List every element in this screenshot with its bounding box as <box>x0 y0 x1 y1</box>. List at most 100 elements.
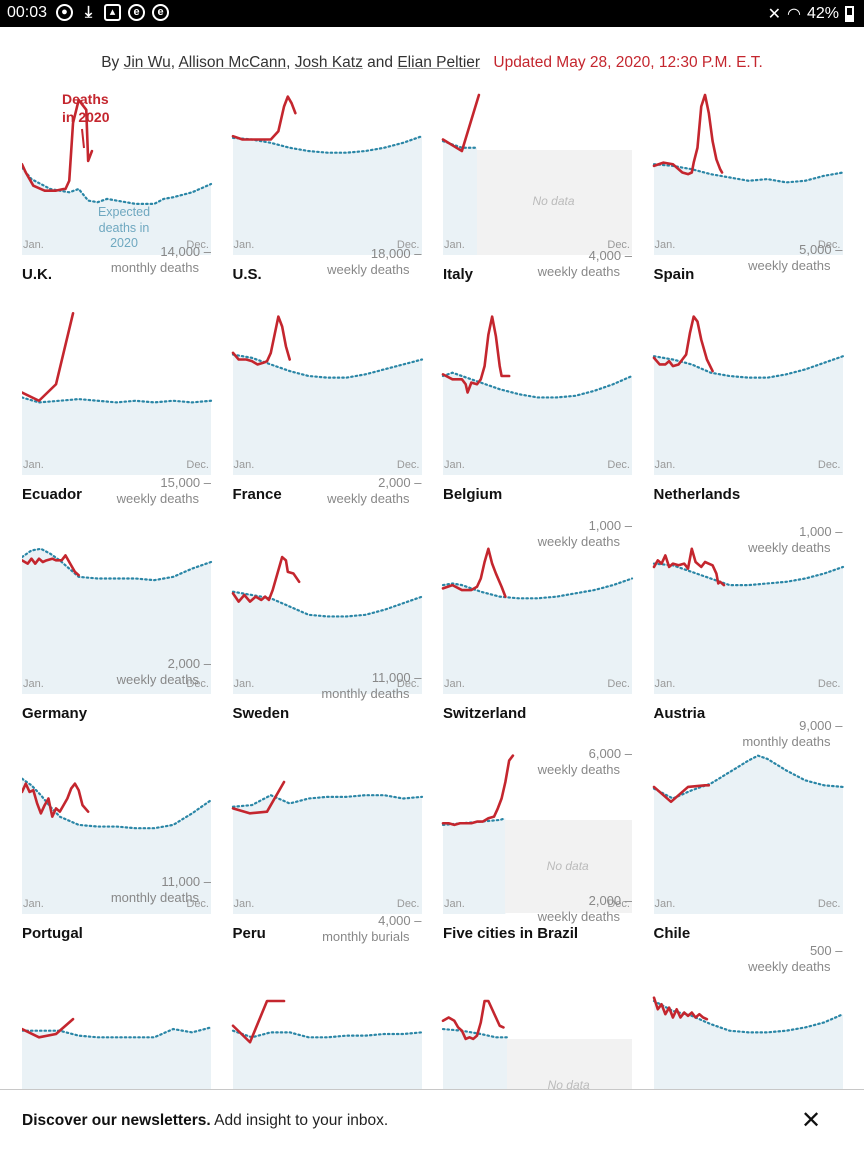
e-icon: e <box>152 4 169 21</box>
month-label-start: Jan. <box>233 239 255 251</box>
y-axis-value: 500 <box>810 943 843 958</box>
observed-line <box>231 95 297 141</box>
chart-svg <box>441 547 634 694</box>
expected-line <box>652 562 844 587</box>
expected-line <box>22 777 213 829</box>
y-axis-unit: monthly burials <box>322 929 410 944</box>
month-label-end: Dec. <box>817 678 841 690</box>
y-axis-value: 2,000 <box>168 656 211 671</box>
country-name: Spain <box>653 266 695 283</box>
chart-svg <box>441 999 509 1090</box>
month-label-end: Dec. <box>607 678 630 690</box>
chart-area: 1,000weekly deaths Jan. Dec. <box>652 524 844 694</box>
month-label-end: Dec. <box>817 239 841 251</box>
expected-area <box>653 1001 843 1090</box>
author-link[interactable]: Jin Wu <box>123 54 171 71</box>
country-name: Portugal <box>22 924 83 942</box>
month-label-start: Jan. <box>654 458 676 471</box>
observed-line <box>231 314 291 366</box>
observed-line <box>441 93 481 153</box>
y-axis-unit: weekly deaths <box>537 264 620 279</box>
author-link[interactable]: Allison McCann <box>178 54 287 71</box>
y-axis-label: 6,000weekly deaths <box>538 746 632 778</box>
y-axis-label: 5,000weekly deaths <box>748 242 842 274</box>
country-name: Belgium <box>443 485 503 503</box>
expected-area <box>443 372 632 475</box>
observed-line <box>231 555 300 603</box>
chart-svg <box>652 93 844 255</box>
close-icon[interactable]: ✕ <box>800 1107 822 1134</box>
expected-deaths-annotation: Expected deaths in 2020 <box>97 205 151 250</box>
image-icon: ▴ <box>104 4 121 21</box>
byline: By Jin Wu, Allison McCann, Josh Katz and… <box>101 54 763 71</box>
expected-area <box>232 591 422 694</box>
chart-area: No data 6,000weekly deaths Jan. Dec. <box>441 746 632 914</box>
month-label-end: Dec. <box>396 678 420 690</box>
observed-line <box>22 781 90 818</box>
y-axis-unit: weekly deaths <box>537 909 620 924</box>
author-link[interactable]: Elian Peltier <box>397 54 481 71</box>
chart-svg <box>231 780 423 914</box>
country-chart: 4,000monthly burialsJan.Dec. <box>231 913 423 1090</box>
chart-svg <box>441 93 481 255</box>
month-label-start: Jan. <box>444 678 465 690</box>
month-label-start: Jan. <box>23 239 44 251</box>
expected-area <box>653 755 843 914</box>
month-label-start: Jan. <box>654 239 676 251</box>
status-bar: 00:03 ● ⤓ ▴ e e ✕ ◠ 42% <box>0 0 864 27</box>
author-link[interactable]: Josh Katz <box>294 54 363 71</box>
chart-area: 4,000weekly deaths Jan. Dec. <box>441 248 634 475</box>
y-axis-value: 18,000 <box>371 246 422 261</box>
deaths-2020-annotation: Deaths in 2020 <box>62 91 110 125</box>
y-axis-unit: weekly deaths <box>748 258 831 273</box>
expected-line <box>441 371 634 399</box>
observed-line <box>441 999 505 1041</box>
month-label-end: Dec. <box>817 897 841 910</box>
y-axis-label: 4,000monthly burials <box>322 913 421 945</box>
chart-svg <box>22 777 213 914</box>
country-name: France <box>232 485 282 503</box>
y-axis-unit: weekly deaths <box>537 534 620 549</box>
country-chart: 2,000weekly deaths Jan. Dec. Portugal <box>22 656 213 946</box>
y-axis-label: 1,000weekly deaths <box>748 524 842 556</box>
expected-area <box>22 396 211 475</box>
updated-timestamp: Updated May 28, 2020, 12:30 P.M. E.T. <box>493 54 763 71</box>
expected-line <box>22 547 213 582</box>
observed-line <box>652 314 714 372</box>
no-data-region <box>477 149 632 255</box>
newsletter-text: Discover our newsletters. Add insight to… <box>22 1112 389 1129</box>
battery-percent: 42% <box>806 5 839 22</box>
chart-area: 5,000weekly deaths Jan. Dec. <box>652 242 844 475</box>
chart-area: No data 2,000weekly deaths Jan. Dec. <box>441 893 632 1090</box>
month-label-end: Dec. <box>186 458 209 471</box>
y-axis-unit: monthly deaths <box>742 734 831 749</box>
y-axis-value: 4,000 <box>378 913 421 928</box>
newsletter-banner[interactable]: Discover our newsletters. Add insight to… <box>0 1089 864 1152</box>
month-label-end: Dec. <box>186 678 209 690</box>
chart-area: 11,000monthly deaths Jan. Dec. <box>231 670 423 914</box>
chart-svg <box>22 98 213 255</box>
expected-area <box>443 1029 508 1090</box>
y-axis-value: 4,000 <box>589 248 632 263</box>
country-name: Netherlands <box>653 485 741 503</box>
expected-line <box>22 1026 213 1039</box>
country-chart: 2,000weekly deaths Jan. Dec. Sweden <box>231 475 423 726</box>
country-chart: 11,000monthly deaths Jan. Dec. Peru <box>231 670 423 946</box>
month-label-start: Jan. <box>444 458 465 471</box>
country-name: Five cities in Brazil <box>443 924 579 942</box>
observed-line <box>652 996 708 1021</box>
expected-area <box>443 817 506 914</box>
expected-area <box>443 578 632 694</box>
observed-line <box>652 783 710 803</box>
observed-line <box>22 554 81 577</box>
expected-line <box>652 163 844 184</box>
y-axis-value: 14,000 <box>160 244 211 259</box>
country-name: Ecuador <box>22 485 83 503</box>
y-axis-label: 15,000weekly deaths <box>117 475 211 507</box>
